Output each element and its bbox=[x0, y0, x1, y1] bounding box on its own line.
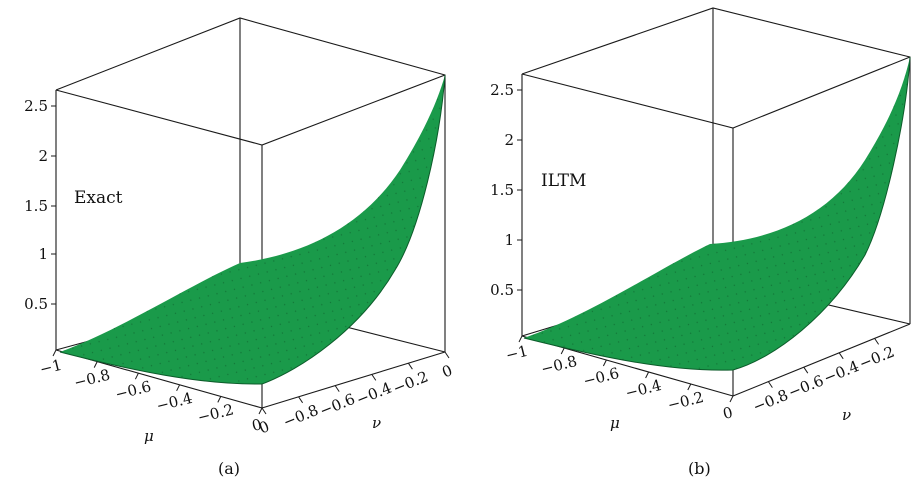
nu-tick-label-a: −0.6 bbox=[317, 390, 358, 420]
mu-tick-label-b: −0.2 bbox=[666, 388, 706, 414]
panel-a: 0.511.522.5 −1 −0.8 −0.6 −0.4 −0.2 0 0 −0.8−0.… bbox=[24, 17, 455, 478]
surface-mesh-b bbox=[524, 57, 910, 371]
nu-tick-label-a: −0.4 bbox=[354, 379, 395, 409]
z-tick-label-a: 0.5 bbox=[24, 295, 48, 313]
mu-tick-label-a: −0.8 bbox=[72, 366, 112, 392]
mu-tick-mark-a bbox=[134, 372, 139, 380]
nu-tick-label-a: −0.8 bbox=[280, 401, 321, 431]
mu-tick-mark-a bbox=[93, 361, 98, 368]
mu-tick-mark-b bbox=[729, 395, 734, 403]
z-tick-label-b: 1.5 bbox=[490, 181, 514, 199]
nu-tick-label-b: −0.8 bbox=[750, 386, 791, 416]
annotation-b: ILTM bbox=[541, 171, 586, 191]
mu-tick-label-a: −1 bbox=[38, 356, 64, 379]
mu-tick-mark-a bbox=[217, 396, 222, 403]
mu-tick-mark-b bbox=[518, 335, 523, 343]
z-tick-label-a: 1 bbox=[38, 245, 48, 263]
nu-tick-label-a: 0 bbox=[256, 417, 272, 437]
mu-tick-label-b: −0.8 bbox=[539, 352, 579, 378]
mu-tick-label-a: −0.4 bbox=[155, 389, 195, 415]
surface-mesh-a bbox=[60, 75, 445, 385]
nu-tick-mark-a bbox=[334, 385, 340, 392]
mu-axis-label-a: μ bbox=[144, 427, 154, 445]
mu-tick-mark-a bbox=[258, 407, 263, 415]
mu-tick-label-b: −1 bbox=[504, 342, 530, 365]
nu-tick-mark-b bbox=[838, 352, 844, 360]
mu-tick-label-b: −0.4 bbox=[624, 376, 664, 402]
nu-tick-mark-a bbox=[298, 396, 304, 404]
box-top-front-a bbox=[55, 74, 446, 146]
nu-tick-mark-b bbox=[767, 381, 773, 388]
mu-tick-label-a: 0 bbox=[250, 415, 264, 435]
box-top-front-b bbox=[521, 56, 911, 129]
nu-tick-label-b: −0.2 bbox=[856, 343, 897, 373]
mu-tick-mark-b bbox=[560, 347, 565, 355]
annotation-a: Exact bbox=[74, 188, 123, 208]
nu-axis-line-a bbox=[261, 351, 446, 409]
z-tick-label-b: 2 bbox=[504, 131, 514, 149]
mu-tick-label-a: −0.6 bbox=[113, 377, 153, 403]
panel-caption-b: (b) bbox=[688, 459, 711, 478]
nu-axis-label-b: ν bbox=[842, 406, 851, 424]
mu-tick-label-b: −0.6 bbox=[581, 364, 621, 390]
panel-caption-a: (a) bbox=[218, 459, 240, 478]
nu-tick-mark-b bbox=[803, 366, 809, 374]
z-tick-label-a: 1.5 bbox=[24, 197, 48, 215]
nu-axis-label-a: ν bbox=[372, 414, 381, 432]
z-tick-label-b: 0.5 bbox=[490, 281, 514, 299]
mu-axis-label-b: μ bbox=[610, 414, 620, 432]
box-back-edges-a bbox=[55, 17, 446, 352]
nu-tick-mark-a bbox=[261, 407, 267, 415]
z-tick-label-b: 1 bbox=[504, 231, 514, 249]
mu-tick-mark-a bbox=[176, 384, 181, 392]
mu-tick-mark-b bbox=[645, 371, 650, 379]
z-tick-label-a: 2 bbox=[38, 147, 48, 165]
nu-tick-label-b: −0.4 bbox=[821, 357, 862, 387]
nu-tick-mark-a bbox=[444, 351, 450, 359]
nu-tick-mark-b bbox=[874, 338, 880, 345]
nu-tick-mark-a bbox=[371, 374, 377, 381]
nu-tick-mark-a bbox=[407, 362, 413, 370]
mu-tick-label-a: −0.2 bbox=[196, 400, 236, 426]
surface-front-edge-a bbox=[59, 74, 446, 385]
nu-tick-label-b: −0.6 bbox=[786, 371, 827, 401]
mu-tick-label-b: 0 bbox=[721, 403, 735, 423]
nu-axis-line-b bbox=[732, 323, 911, 397]
z-tick-label-a: 2.5 bbox=[24, 97, 48, 115]
mu-tick-mark-b bbox=[687, 383, 692, 391]
surface-front-edge-b bbox=[523, 56, 911, 371]
panel-b: 0.511.522.5 −1 −0.8 −0.6 −0.4 −0.2 0 −0.8−0.6… bbox=[490, 7, 911, 478]
z-tick-label-b: 2.5 bbox=[490, 81, 514, 99]
nu-tick-label-a: 0 bbox=[439, 361, 455, 381]
mu-tick-mark-b bbox=[602, 359, 607, 367]
nu-tick-label-a: −0.2 bbox=[390, 367, 431, 397]
box-back-edges-b bbox=[521, 7, 911, 324]
mu-tick-mark-a bbox=[52, 349, 57, 357]
